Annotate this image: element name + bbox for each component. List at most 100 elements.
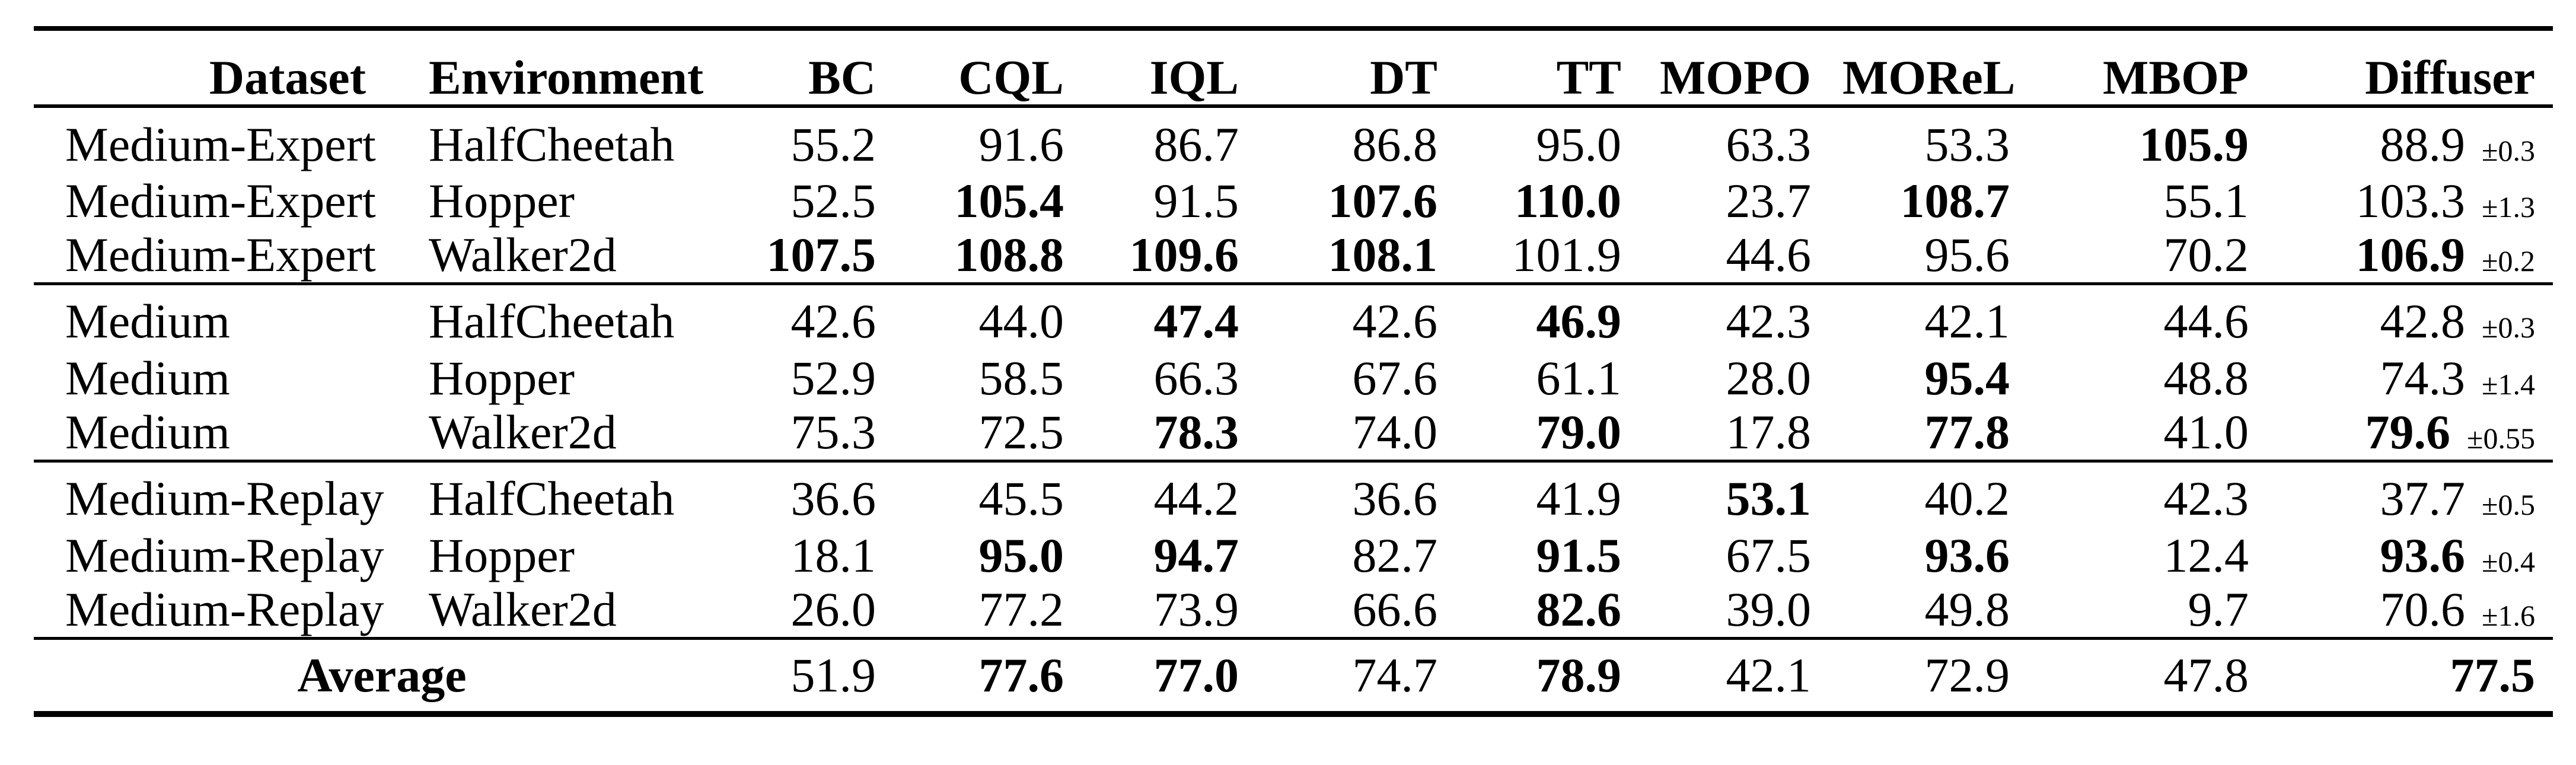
environment-cell: Hopper bbox=[429, 173, 575, 228]
tt-score-cell: 95.0 bbox=[1536, 117, 1622, 171]
dt-score-cell: 67.6 bbox=[1352, 350, 1438, 405]
bc-score-cell: 107.5 bbox=[766, 228, 876, 282]
environment-cell: HalfCheetah bbox=[429, 117, 675, 171]
diffuser-score-error: ±1.6 bbox=[2482, 599, 2535, 633]
diffuser-score-value: 93.6 bbox=[2380, 528, 2466, 582]
dataset-cell: Medium-Expert bbox=[65, 228, 376, 282]
mopo-score-cell: 53.1 bbox=[1726, 471, 1812, 526]
column-header-tt: TT bbox=[1556, 50, 1621, 104]
bc-score-cell: 36.6 bbox=[790, 471, 876, 526]
diffuser-score-cell: 93.6 ±0.4 bbox=[2280, 528, 2553, 583]
mopo-score-cell: 42.3 bbox=[1726, 294, 1812, 349]
diffuser-score-value: 74.3 bbox=[2380, 350, 2466, 405]
diffuser-score-value: 37.7 bbox=[2380, 471, 2466, 526]
diffuser-score-value: 70.6 bbox=[2380, 582, 2466, 637]
cql-score-cell: 44.0 bbox=[978, 294, 1064, 349]
mopo-score-cell: 44.6 bbox=[1726, 228, 1812, 282]
average-section: Average 51.9 77.6 77.0 74.7 78.9 42.1 72.9 47.8 7… bbox=[34, 638, 2553, 714]
tt-score-cell: 41.9 bbox=[1536, 471, 1622, 526]
table-row: Medium Walker2d 75.3 72.5 78.3 74.0 79.0 17.8 77… bbox=[34, 406, 2553, 461]
morel-average-cell: 72.9 bbox=[1924, 648, 2010, 702]
group-medium-expert: Medium-Expert HalfCheetah 55.2 91.6 86.7 86.8… bbox=[34, 106, 2553, 283]
diffuser-score-value: 77.5 bbox=[2450, 648, 2536, 702]
mbop-score-cell: 41.0 bbox=[2163, 405, 2249, 460]
bc-score-cell: 42.6 bbox=[790, 294, 876, 349]
bc-score-cell: 18.1 bbox=[790, 528, 876, 582]
dt-score-cell: 42.6 bbox=[1352, 294, 1438, 349]
morel-score-cell: 93.6 bbox=[1924, 528, 2010, 582]
diffuser-score-cell: 88.9 ±0.3 bbox=[2280, 106, 2553, 173]
iql-score-cell: 94.7 bbox=[1153, 528, 1239, 582]
bc-score-cell: 26.0 bbox=[790, 582, 876, 637]
dataset-cell: Medium-Expert bbox=[65, 117, 376, 171]
diffuser-score-cell: 74.3 ±1.4 bbox=[2280, 350, 2553, 406]
environment-cell: Walker2d bbox=[429, 582, 617, 637]
morel-score-cell: 77.8 bbox=[1924, 405, 2010, 460]
diffuser-score-error: ±0.3 bbox=[2482, 133, 2535, 167]
mbop-average-cell: 47.8 bbox=[2163, 648, 2249, 702]
diffuser-score-cell: 79.6 ±0.55 bbox=[2280, 406, 2553, 461]
environment-cell: Walker2d bbox=[429, 405, 617, 460]
cql-score-cell: 91.6 bbox=[978, 117, 1064, 171]
tt-score-cell: 79.0 bbox=[1536, 405, 1622, 460]
morel-score-cell: 53.3 bbox=[1924, 117, 2010, 171]
diffuser-score-value: 88.9 bbox=[2380, 117, 2466, 171]
iql-score-cell: 47.4 bbox=[1153, 294, 1239, 349]
diffuser-score-error: ±0.2 bbox=[2482, 244, 2535, 278]
average-row: Average 51.9 77.6 77.0 74.7 78.9 42.1 72.9 47.8 7… bbox=[34, 638, 2553, 714]
diffuser-score-error: ±1.3 bbox=[2482, 190, 2535, 224]
mbop-score-cell: 105.9 bbox=[2139, 117, 2249, 171]
column-header-environment: Environment bbox=[429, 50, 704, 104]
mbop-score-cell: 9.7 bbox=[2188, 582, 2249, 637]
iql-score-cell: 44.2 bbox=[1153, 471, 1239, 526]
dt-score-cell: 107.6 bbox=[1328, 173, 1438, 228]
cql-score-cell: 105.4 bbox=[954, 173, 1064, 228]
mopo-score-cell: 23.7 bbox=[1726, 173, 1812, 228]
tt-score-cell: 101.9 bbox=[1512, 228, 1622, 282]
table-row: Medium Hopper 52.9 58.5 66.3 67.6 61.1 28.0 95.4… bbox=[34, 350, 2553, 406]
mopo-score-cell: 17.8 bbox=[1726, 405, 1812, 460]
table-row: Medium-Expert HalfCheetah 55.2 91.6 86.7 86.8… bbox=[34, 106, 2553, 173]
column-header-morel: MOReL bbox=[1842, 50, 2016, 104]
iql-score-cell: 73.9 bbox=[1153, 582, 1239, 637]
bc-score-cell: 52.9 bbox=[790, 350, 876, 405]
tt-score-cell: 110.0 bbox=[1515, 173, 1621, 228]
morel-score-cell: 95.6 bbox=[1924, 228, 2010, 282]
dt-average-cell: 74.7 bbox=[1352, 648, 1438, 702]
mopo-score-cell: 67.5 bbox=[1726, 528, 1812, 582]
iql-score-cell: 78.3 bbox=[1153, 405, 1239, 460]
diffuser-score-cell: 106.9 ±0.2 bbox=[2280, 228, 2553, 283]
morel-score-cell: 42.1 bbox=[1924, 294, 2010, 349]
dt-score-cell: 66.6 bbox=[1352, 582, 1438, 637]
environment-cell: Hopper bbox=[429, 528, 575, 582]
diffuser-score-error: ±0.4 bbox=[2482, 544, 2535, 578]
dataset-cell: Medium bbox=[65, 405, 230, 460]
dt-score-cell: 74.0 bbox=[1352, 405, 1438, 460]
environment-cell: Walker2d bbox=[429, 228, 617, 282]
diffuser-score-cell: 70.6 ±1.6 bbox=[2280, 583, 2553, 638]
diffuser-score-value: 106.9 bbox=[2355, 228, 2466, 282]
cql-score-cell: 45.5 bbox=[978, 471, 1064, 526]
tt-score-cell: 82.6 bbox=[1536, 582, 1622, 637]
column-header-bc: BC bbox=[808, 50, 876, 104]
diffuser-score-error: ±0.3 bbox=[2482, 311, 2535, 345]
cql-score-cell: 58.5 bbox=[978, 350, 1064, 405]
average-label: Average bbox=[297, 648, 467, 702]
dataset-cell: Medium-Expert bbox=[65, 173, 376, 228]
morel-score-cell: 49.8 bbox=[1924, 582, 2010, 637]
environment-cell: HalfCheetah bbox=[429, 471, 675, 526]
column-header-dt: DT bbox=[1370, 50, 1437, 104]
table-row: Medium-Replay Hopper 18.1 95.0 94.7 82.7 91.5 6… bbox=[34, 528, 2553, 583]
column-header-cql: CQL bbox=[958, 50, 1064, 104]
mopo-score-cell: 28.0 bbox=[1726, 350, 1812, 405]
cql-score-cell: 108.8 bbox=[954, 228, 1064, 282]
column-header-dataset: Dataset bbox=[209, 50, 366, 104]
dt-score-cell: 86.8 bbox=[1352, 117, 1438, 171]
diffuser-score-value: 79.6 bbox=[2365, 405, 2451, 460]
diffuser-score-cell: 37.7 ±0.5 bbox=[2280, 461, 2553, 528]
table-row: Medium-Expert Hopper 52.5 105.4 91.5 107.6 110… bbox=[34, 173, 2553, 228]
diffuser-score-error: ±0.55 bbox=[2467, 422, 2535, 455]
cql-score-cell: 95.0 bbox=[978, 528, 1064, 582]
tt-score-cell: 46.9 bbox=[1536, 294, 1622, 349]
dt-score-cell: 36.6 bbox=[1352, 471, 1438, 526]
